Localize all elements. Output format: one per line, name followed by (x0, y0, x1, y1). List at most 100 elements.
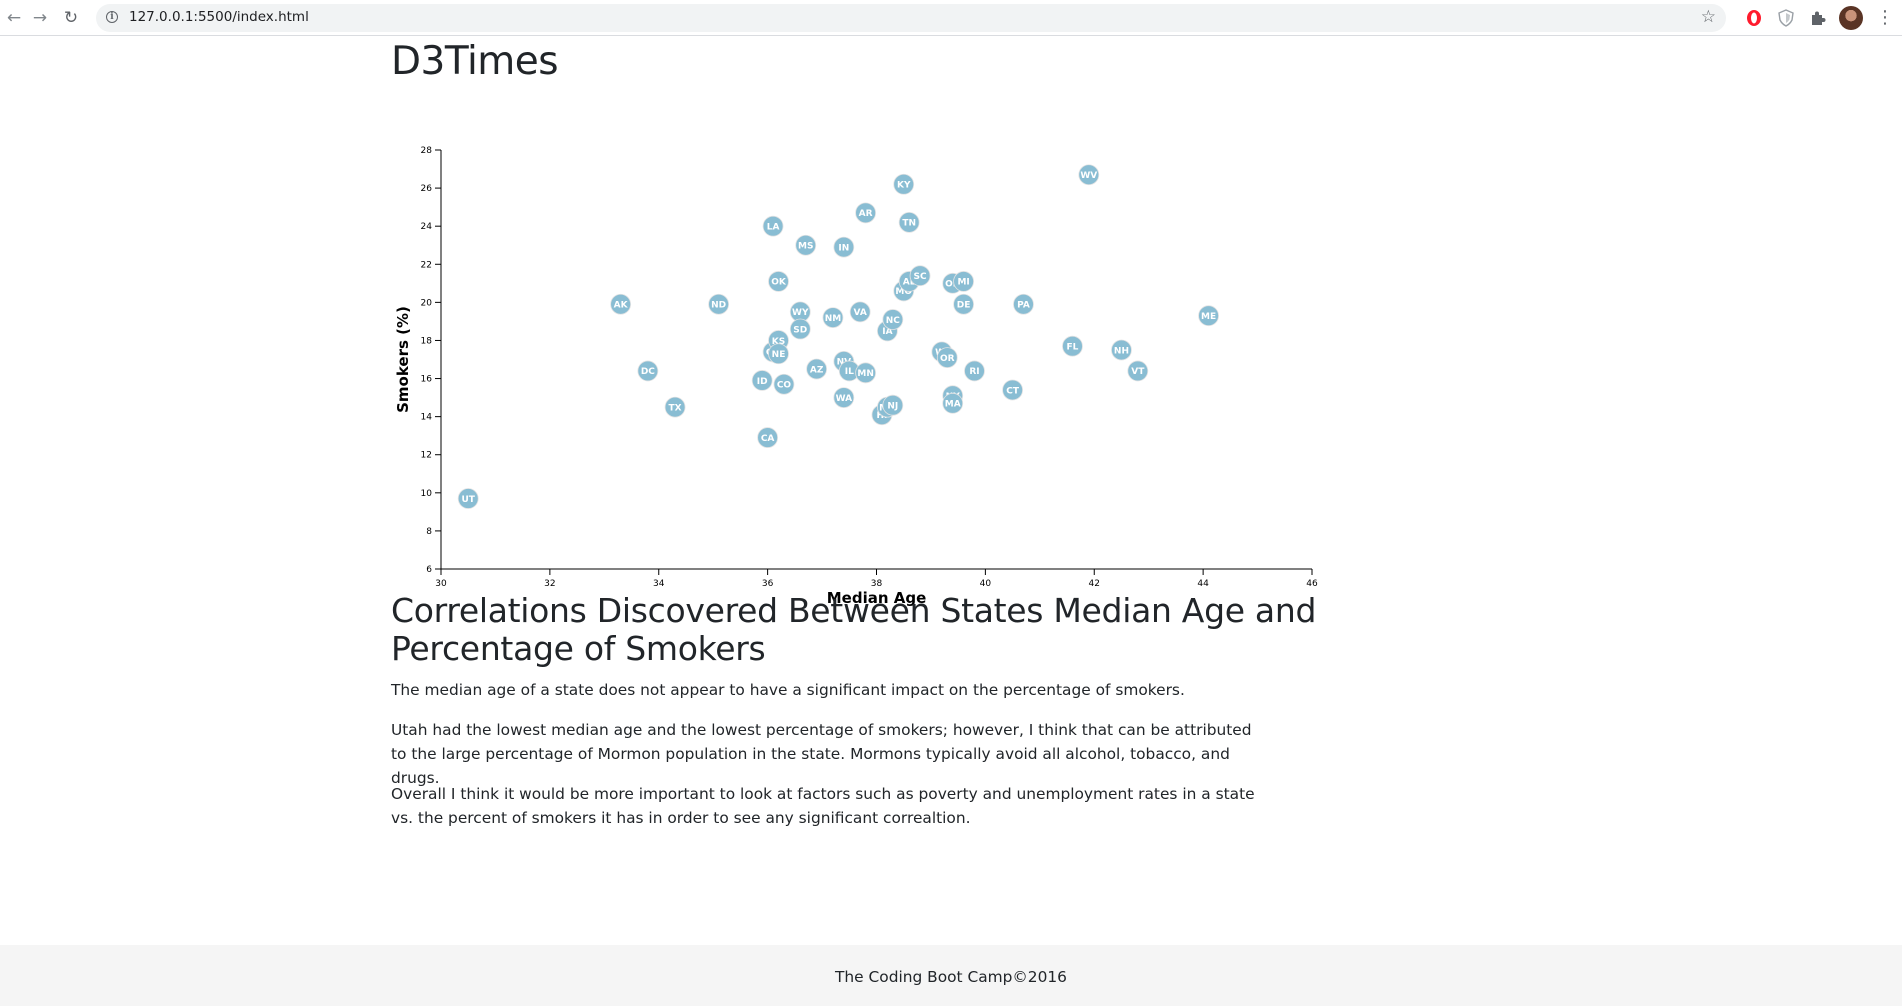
state-point-nd[interactable] (708, 293, 730, 315)
state-point-wa[interactable] (833, 387, 855, 408)
state-point-va[interactable] (849, 301, 871, 323)
y-tick-label: 14 (421, 413, 433, 423)
star-icon[interactable]: ☆ (1700, 7, 1716, 27)
y-tick-label: 24 (421, 222, 433, 232)
state-point-ne[interactable] (768, 343, 789, 365)
browser-toolbar: ← → ↻ i 127.0.0.1:5500/index.html ☆ ⋮ (0, 0, 1902, 36)
opera-extension-icon[interactable] (1744, 8, 1764, 28)
x-tick-label: 34 (653, 579, 665, 589)
state-label-ri: RI (969, 367, 979, 377)
state-point-in[interactable] (833, 236, 855, 258)
state-point-nh[interactable] (1111, 339, 1132, 361)
shield-extension-icon[interactable] (1776, 8, 1796, 28)
state-point-co[interactable] (773, 373, 795, 395)
y-tick-label: 16 (421, 375, 433, 385)
x-tick-label: 38 (871, 579, 883, 589)
state-point-ok[interactable] (768, 271, 789, 292)
x-tick-label: 36 (762, 579, 774, 589)
state-point-la[interactable] (762, 215, 784, 237)
state-point-sd[interactable] (789, 318, 811, 340)
state-label-ak: AK (614, 301, 629, 311)
state-label-me: ME (1201, 312, 1216, 322)
state-point-sc[interactable] (909, 265, 931, 287)
state-point-nc[interactable] (882, 309, 904, 330)
state-label-oh: OH (945, 280, 960, 290)
state-label-nm: NM (825, 314, 842, 324)
state-point-nj[interactable] (882, 394, 904, 416)
reload-icon[interactable]: ↻ (63, 8, 79, 28)
state-label-la: LA (767, 222, 780, 232)
state-point-pa[interactable] (1013, 293, 1034, 315)
avatar[interactable] (1839, 6, 1863, 30)
state-label-tx: TX (669, 403, 682, 413)
footer: The Coding Boot Camp©2016 (0, 945, 1902, 1006)
state-point-ky[interactable] (893, 173, 915, 195)
x-axis-title[interactable]: Median Age (827, 589, 927, 607)
state-point-ri[interactable] (964, 360, 985, 382)
state-point-nm[interactable] (822, 307, 844, 329)
state-label-wv: WV (1080, 171, 1097, 181)
state-label-il: IL (845, 367, 854, 377)
state-point-de[interactable] (953, 293, 974, 315)
y-tick-label: 28 (421, 146, 433, 156)
state-label-al: AL (903, 278, 916, 288)
state-label-ks: KS (772, 337, 785, 347)
puzzle-extensions-icon[interactable] (1808, 8, 1828, 28)
info-icon[interactable]: i (106, 11, 118, 23)
state-label-ut: UT (461, 495, 475, 505)
state-label-wa: WA (836, 394, 853, 404)
state-point-wv[interactable] (1078, 164, 1100, 186)
state-label-fl: FL (1067, 342, 1079, 352)
arrow-forward-icon[interactable]: → (32, 8, 48, 28)
y-tick-label: 12 (421, 451, 432, 461)
x-tick-label: 40 (980, 579, 992, 589)
state-label-wy: WY (792, 308, 809, 318)
state-point-ak[interactable] (610, 293, 632, 315)
state-point-fl[interactable] (1062, 335, 1083, 357)
article-title: Correlations Discovered Between States M… (391, 591, 1317, 668)
state-label-az: AZ (810, 365, 824, 375)
y-tick-label: 18 (421, 336, 433, 346)
state-label-mo: MO (895, 287, 912, 297)
state-label-nj: NJ (887, 402, 898, 412)
state-point-ar[interactable] (855, 202, 877, 224)
y-tick-label: 20 (421, 298, 433, 308)
state-label-sc: SC (914, 272, 927, 282)
state-label-ok: OK (771, 278, 787, 288)
state-label-or: OR (940, 354, 955, 364)
state-point-or[interactable] (936, 347, 958, 368)
state-point-tn[interactable] (898, 211, 920, 233)
state-label-co: CO (777, 381, 792, 391)
state-point-dc[interactable] (637, 360, 659, 382)
plot-area: 30 32 34 36 38 40 42 44 46 6 8 10 12 14 16 18 20 22 24 26 28… (394, 146, 1318, 607)
state-point-ms[interactable] (795, 234, 817, 256)
state-point-ma[interactable] (942, 392, 964, 414)
kebab-menu-icon[interactable]: ⋮ (1876, 7, 1894, 28)
state-point-az[interactable] (806, 358, 828, 380)
state-label-ma: MA (945, 400, 961, 410)
state-point-vt[interactable] (1127, 360, 1149, 382)
footer-text: The Coding Boot Camp©2016 (835, 968, 1067, 986)
y-tick-label: 8 (426, 527, 432, 537)
state-label-nd: ND (711, 301, 726, 311)
state-label-de: DE (957, 301, 971, 311)
state-label-va: VA (854, 308, 867, 318)
state-label-pa: PA (1017, 301, 1030, 311)
state-point-ca[interactable] (757, 427, 779, 448)
address-bar[interactable]: i 127.0.0.1:5500/index.html ☆ (96, 4, 1726, 32)
scatter-chart: 30 32 34 36 38 40 42 44 46 6 8 10 12 14 16 18 20 22 24 26 28… (394, 146, 1318, 607)
y-axis-title[interactable]: Smokers (%) (394, 306, 412, 413)
state-point-id[interactable] (751, 370, 773, 391)
state-point-tx[interactable] (664, 396, 686, 418)
state-point-mn[interactable] (855, 362, 877, 384)
url-text[interactable]: 127.0.0.1:5500/index.html (129, 9, 309, 25)
state-point-ct[interactable] (1002, 379, 1023, 401)
arrow-back-icon[interactable]: ← (6, 8, 22, 28)
state-point-mi[interactable] (953, 271, 974, 292)
state-label-tn: TN (902, 219, 916, 229)
state-point-me[interactable] (1198, 305, 1219, 327)
state-label-dc: DC (641, 367, 655, 377)
x-tick-label: 42 (1089, 579, 1100, 589)
y-tick-label: 22 (421, 260, 432, 270)
state-point-ut[interactable] (457, 488, 479, 509)
